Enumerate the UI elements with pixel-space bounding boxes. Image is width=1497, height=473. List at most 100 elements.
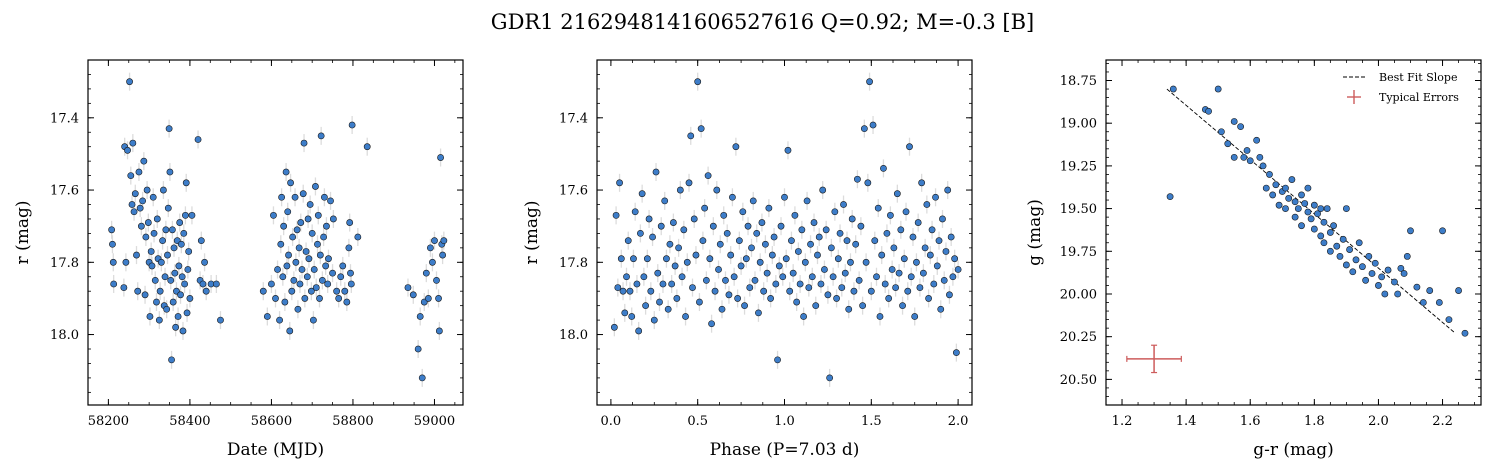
x-axis-label: Date (MJD) xyxy=(227,440,324,460)
data-point xyxy=(749,197,757,205)
data-point xyxy=(843,237,851,245)
data-point xyxy=(755,309,762,317)
data-point xyxy=(155,316,163,324)
data-point xyxy=(954,266,962,273)
data-point xyxy=(1240,153,1248,161)
data-point xyxy=(321,193,328,201)
data-point xyxy=(161,273,169,281)
data-point xyxy=(878,251,886,259)
data-point xyxy=(1166,193,1174,201)
data-point xyxy=(301,295,309,302)
data-point xyxy=(183,309,191,317)
data-point xyxy=(1294,205,1302,212)
data-point xyxy=(168,226,176,234)
data-point xyxy=(153,298,160,306)
data-point xyxy=(906,143,913,151)
data-point xyxy=(184,266,192,273)
data-point xyxy=(435,327,443,335)
data-point xyxy=(339,262,347,270)
data-point xyxy=(824,291,832,299)
data-point xyxy=(1426,287,1434,294)
data-point xyxy=(937,305,945,313)
data-point xyxy=(946,291,953,299)
data-point xyxy=(656,298,663,306)
data-point xyxy=(1282,205,1289,212)
data-point xyxy=(904,287,912,295)
data-point xyxy=(770,233,778,241)
data-point xyxy=(276,316,283,324)
data-point xyxy=(1397,264,1405,272)
data-point xyxy=(784,146,792,154)
data-point xyxy=(1362,276,1370,284)
data-point xyxy=(312,284,320,291)
data-point xyxy=(268,280,275,288)
data-point xyxy=(925,295,932,302)
x-tick-label: 2.0 xyxy=(948,414,969,429)
data-point xyxy=(163,305,171,313)
data-point xyxy=(1256,153,1264,161)
data-point xyxy=(1365,253,1373,260)
data-point xyxy=(285,251,292,259)
data-point xyxy=(682,313,689,320)
color-magnitude-panel: 1.2 1.4 1.6 1.8 2.0 2.2 18.75 19.00 19.25 19.50 19… xyxy=(1025,59,1482,460)
data-point xyxy=(815,233,823,241)
data-point xyxy=(951,255,959,263)
data-point xyxy=(1336,253,1344,260)
x-axis-label: Phase (P=7.03 d) xyxy=(710,440,860,460)
data-point xyxy=(727,251,735,259)
data-point xyxy=(439,251,447,259)
data-point xyxy=(930,280,938,288)
data-point xyxy=(1320,218,1328,226)
data-point xyxy=(720,211,728,219)
data-point xyxy=(758,219,766,226)
data-point xyxy=(354,233,362,241)
data-point xyxy=(429,258,436,266)
y-tick-label: 20.00 xyxy=(1060,287,1097,302)
data-point xyxy=(146,313,154,320)
data-point xyxy=(1445,316,1453,324)
data-point xyxy=(294,305,302,313)
data-point xyxy=(793,298,801,306)
data-point xyxy=(708,320,715,328)
data-point xyxy=(182,211,189,219)
data-point xyxy=(772,280,780,288)
data-point xyxy=(1419,299,1427,306)
data-point xyxy=(1400,270,1408,277)
data-point xyxy=(751,276,759,284)
data-point xyxy=(1214,85,1222,93)
data-point xyxy=(129,139,137,147)
data-point xyxy=(162,226,170,234)
data-point xyxy=(306,201,314,208)
data-point xyxy=(304,215,312,223)
data-point xyxy=(734,295,742,302)
x-tick-label: 58200 xyxy=(88,414,129,429)
data-point xyxy=(923,201,931,208)
data-point xyxy=(857,222,865,230)
data-point xyxy=(149,193,157,201)
data-point xyxy=(414,345,422,353)
data-point xyxy=(834,255,842,263)
data-point xyxy=(848,215,856,223)
data-point xyxy=(174,313,182,320)
data-point xyxy=(900,255,908,263)
data-point xyxy=(136,204,144,212)
data-point xyxy=(897,226,905,234)
data-point xyxy=(1461,329,1469,337)
data-point xyxy=(433,276,440,284)
data-point xyxy=(1301,200,1309,207)
data-point xyxy=(892,284,900,291)
data-point xyxy=(347,269,354,277)
data-point xyxy=(274,266,281,273)
data-point xyxy=(1317,232,1325,240)
data-point xyxy=(887,211,894,219)
data-point xyxy=(185,248,193,255)
data-point xyxy=(1330,222,1337,230)
data-point xyxy=(631,208,639,216)
data-point xyxy=(694,78,702,86)
data-point xyxy=(678,273,686,281)
data-point xyxy=(692,251,700,259)
y-axis-label: r (mag) xyxy=(522,201,542,265)
data-point xyxy=(279,273,287,281)
data-point xyxy=(614,284,622,291)
